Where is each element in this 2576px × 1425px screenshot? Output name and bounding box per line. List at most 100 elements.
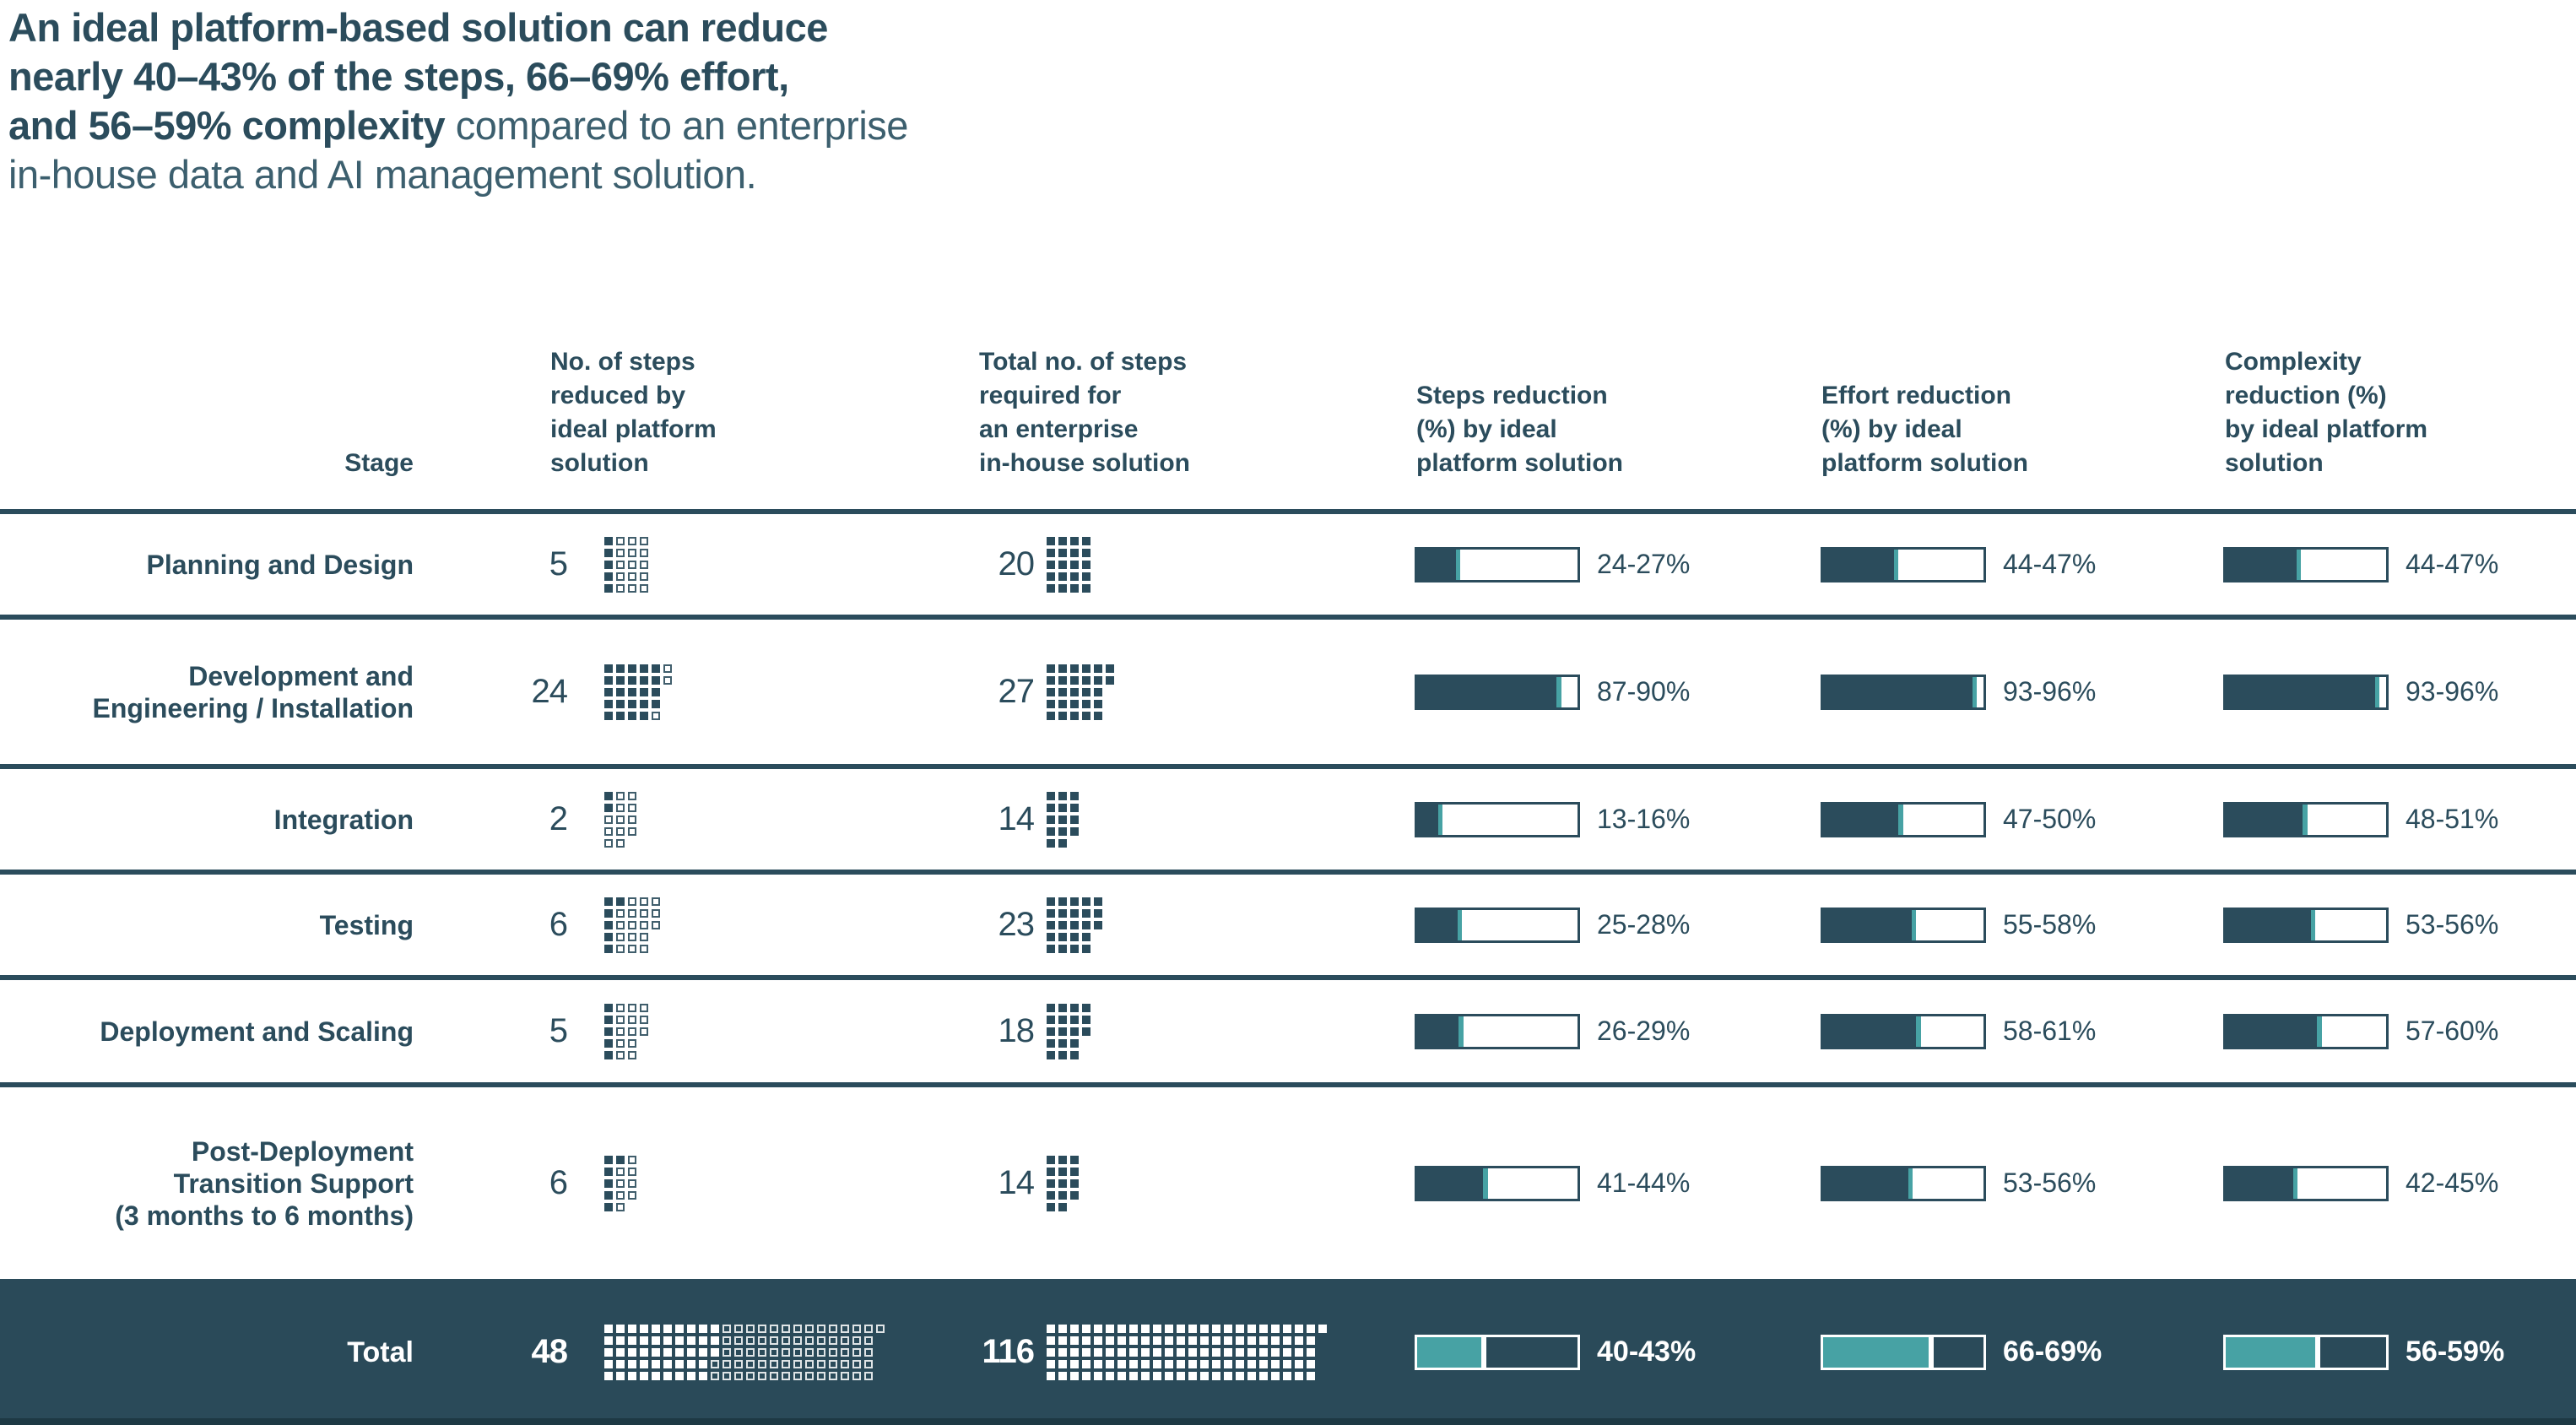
complexity-reduction-cell: 56-59% — [2223, 1334, 2576, 1370]
waffle-filled-square — [1212, 1371, 1220, 1380]
waffle-empty-square — [663, 664, 672, 673]
steps-reduction-bar — [1415, 801, 1580, 837]
bar-range-sliver — [2296, 549, 2302, 580]
waffle-empty-square — [864, 1359, 873, 1368]
waffle-empty-square — [640, 908, 648, 918]
waffle-empty-square — [652, 908, 660, 918]
waffle-filled-square — [628, 1371, 636, 1380]
waffle-filled-square — [1165, 1336, 1173, 1345]
waffle-empty-square — [864, 1347, 873, 1357]
waffle-filled-square — [1200, 1347, 1209, 1357]
waffle-filled-square — [1082, 1359, 1090, 1368]
waffle-filled-square — [1129, 1371, 1138, 1380]
title-segment: compared to an enterprise — [445, 103, 909, 148]
waffle-filled-square — [1212, 1336, 1220, 1345]
waffle-filled-square — [1070, 1359, 1079, 1368]
waffle-filled-square — [1094, 920, 1102, 929]
waffle-filled-square — [616, 687, 625, 696]
waffle-filled-square — [1058, 699, 1067, 708]
waffle-filled-square — [1259, 1371, 1268, 1380]
complexity-reduction-label: 44-47% — [2406, 549, 2499, 579]
waffle-empty-square — [616, 1027, 625, 1036]
waffle-filled-square — [1129, 1347, 1138, 1357]
waffle-filled-square — [628, 1347, 636, 1357]
bar-fill — [1417, 1168, 1483, 1199]
header-steps-reduced: No. of steps reduced by ideal platform s… — [550, 348, 717, 477]
steps-reduction-cell: 24-27% — [1415, 546, 1821, 582]
waffle-filled-square — [687, 1371, 695, 1380]
waffle-filled-square — [1259, 1347, 1268, 1357]
bar-range-sliver — [1481, 1336, 1486, 1368]
waffle-filled-square — [1070, 920, 1079, 929]
effort-reduction-label: 58-61% — [2003, 1016, 2097, 1046]
waffle-filled-square — [1082, 1336, 1090, 1345]
waffle-empty-square — [628, 826, 636, 836]
waffle-filled-square — [1153, 1371, 1161, 1380]
waffle-filled-square — [1094, 897, 1102, 906]
effort-reduction-label: 55-58% — [2003, 909, 2097, 940]
waffle-filled-square — [1271, 1336, 1280, 1345]
waffle-filled-square — [1047, 1027, 1055, 1036]
waffle-filled-square — [1058, 1202, 1067, 1211]
waffle-filled-square — [1247, 1371, 1256, 1380]
waffle-filled-square — [1106, 1336, 1114, 1345]
waffle-filled-square — [604, 1167, 613, 1176]
stage-label: Testing — [319, 909, 414, 940]
bar-fill — [2226, 676, 2375, 707]
waffle-filled-square — [616, 1347, 625, 1357]
waffle-filled-square — [1058, 1371, 1067, 1380]
bar-fill — [1417, 676, 1557, 707]
waffle-empty-square — [746, 1371, 755, 1380]
waffle-filled-square — [1141, 1324, 1150, 1333]
waffle-filled-square — [604, 944, 613, 953]
waffle-filled-square — [1307, 1359, 1315, 1368]
bar-range-sliver — [1458, 1016, 1464, 1047]
waffle-filled-square — [604, 699, 613, 708]
waffle-empty-square — [746, 1324, 755, 1333]
header-steps-reduction: Steps reduction (%) by ideal platform so… — [1416, 382, 1623, 477]
complexity-reduction-cell: 44-47% — [2223, 546, 2576, 582]
waffle-filled-square — [1047, 1190, 1055, 1200]
waffle-filled-square — [1295, 1359, 1303, 1368]
effort-reduction-bar — [1821, 546, 1986, 582]
waffle-filled-square — [675, 1336, 684, 1345]
table-row: Planning and Design 5 20 24-27% 44-47% 4… — [0, 509, 2576, 615]
waffle-empty-square — [770, 1371, 778, 1380]
waffle-filled-square — [1271, 1324, 1280, 1333]
waffle-filled-square — [1236, 1324, 1244, 1333]
effort-reduction-cell: 66-69% — [1821, 1334, 2223, 1370]
waffle-filled-square — [1070, 664, 1079, 673]
waffle-filled-square — [1094, 1324, 1102, 1333]
reduced-count: 5 — [549, 545, 568, 582]
waffle-filled-square — [1047, 803, 1055, 812]
reduced-count: 6 — [549, 906, 568, 943]
waffle-filled-square — [1058, 1347, 1067, 1357]
bar-fill — [1823, 1016, 1917, 1047]
waffle-filled-square — [604, 1003, 613, 1012]
waffle-filled-square — [1058, 583, 1067, 593]
waffle-filled-square — [1058, 560, 1067, 569]
waffle-filled-square — [1141, 1371, 1150, 1380]
effort-reduction-label: 93-96% — [2003, 676, 2097, 707]
waffle-empty-square — [604, 826, 613, 836]
waffle-filled-square — [1070, 791, 1079, 800]
waffle-filled-square — [1058, 826, 1067, 836]
waffle-filled-square — [1058, 1038, 1067, 1048]
waffle-filled-square — [1047, 1038, 1055, 1048]
waffle-empty-square — [829, 1336, 837, 1345]
waffle-filled-square — [1106, 1347, 1114, 1357]
waffle-empty-square — [734, 1371, 743, 1380]
waffle-filled-square — [628, 664, 636, 673]
waffle-filled-square — [1082, 908, 1090, 918]
waffle-filled-square — [1188, 1371, 1197, 1380]
waffle-empty-square — [616, 1038, 625, 1048]
waffle-filled-square — [1047, 826, 1055, 836]
waffle-filled-square — [1259, 1324, 1268, 1333]
waffle-empty-square — [628, 1003, 636, 1012]
waffle-filled-square — [1082, 932, 1090, 941]
waffle-filled-square — [1200, 1324, 1209, 1333]
waffle-filled-square — [640, 675, 648, 685]
waffle-empty-square — [616, 1015, 625, 1024]
waffle-filled-square — [616, 1336, 625, 1345]
header-stage: Stage — [344, 449, 414, 477]
